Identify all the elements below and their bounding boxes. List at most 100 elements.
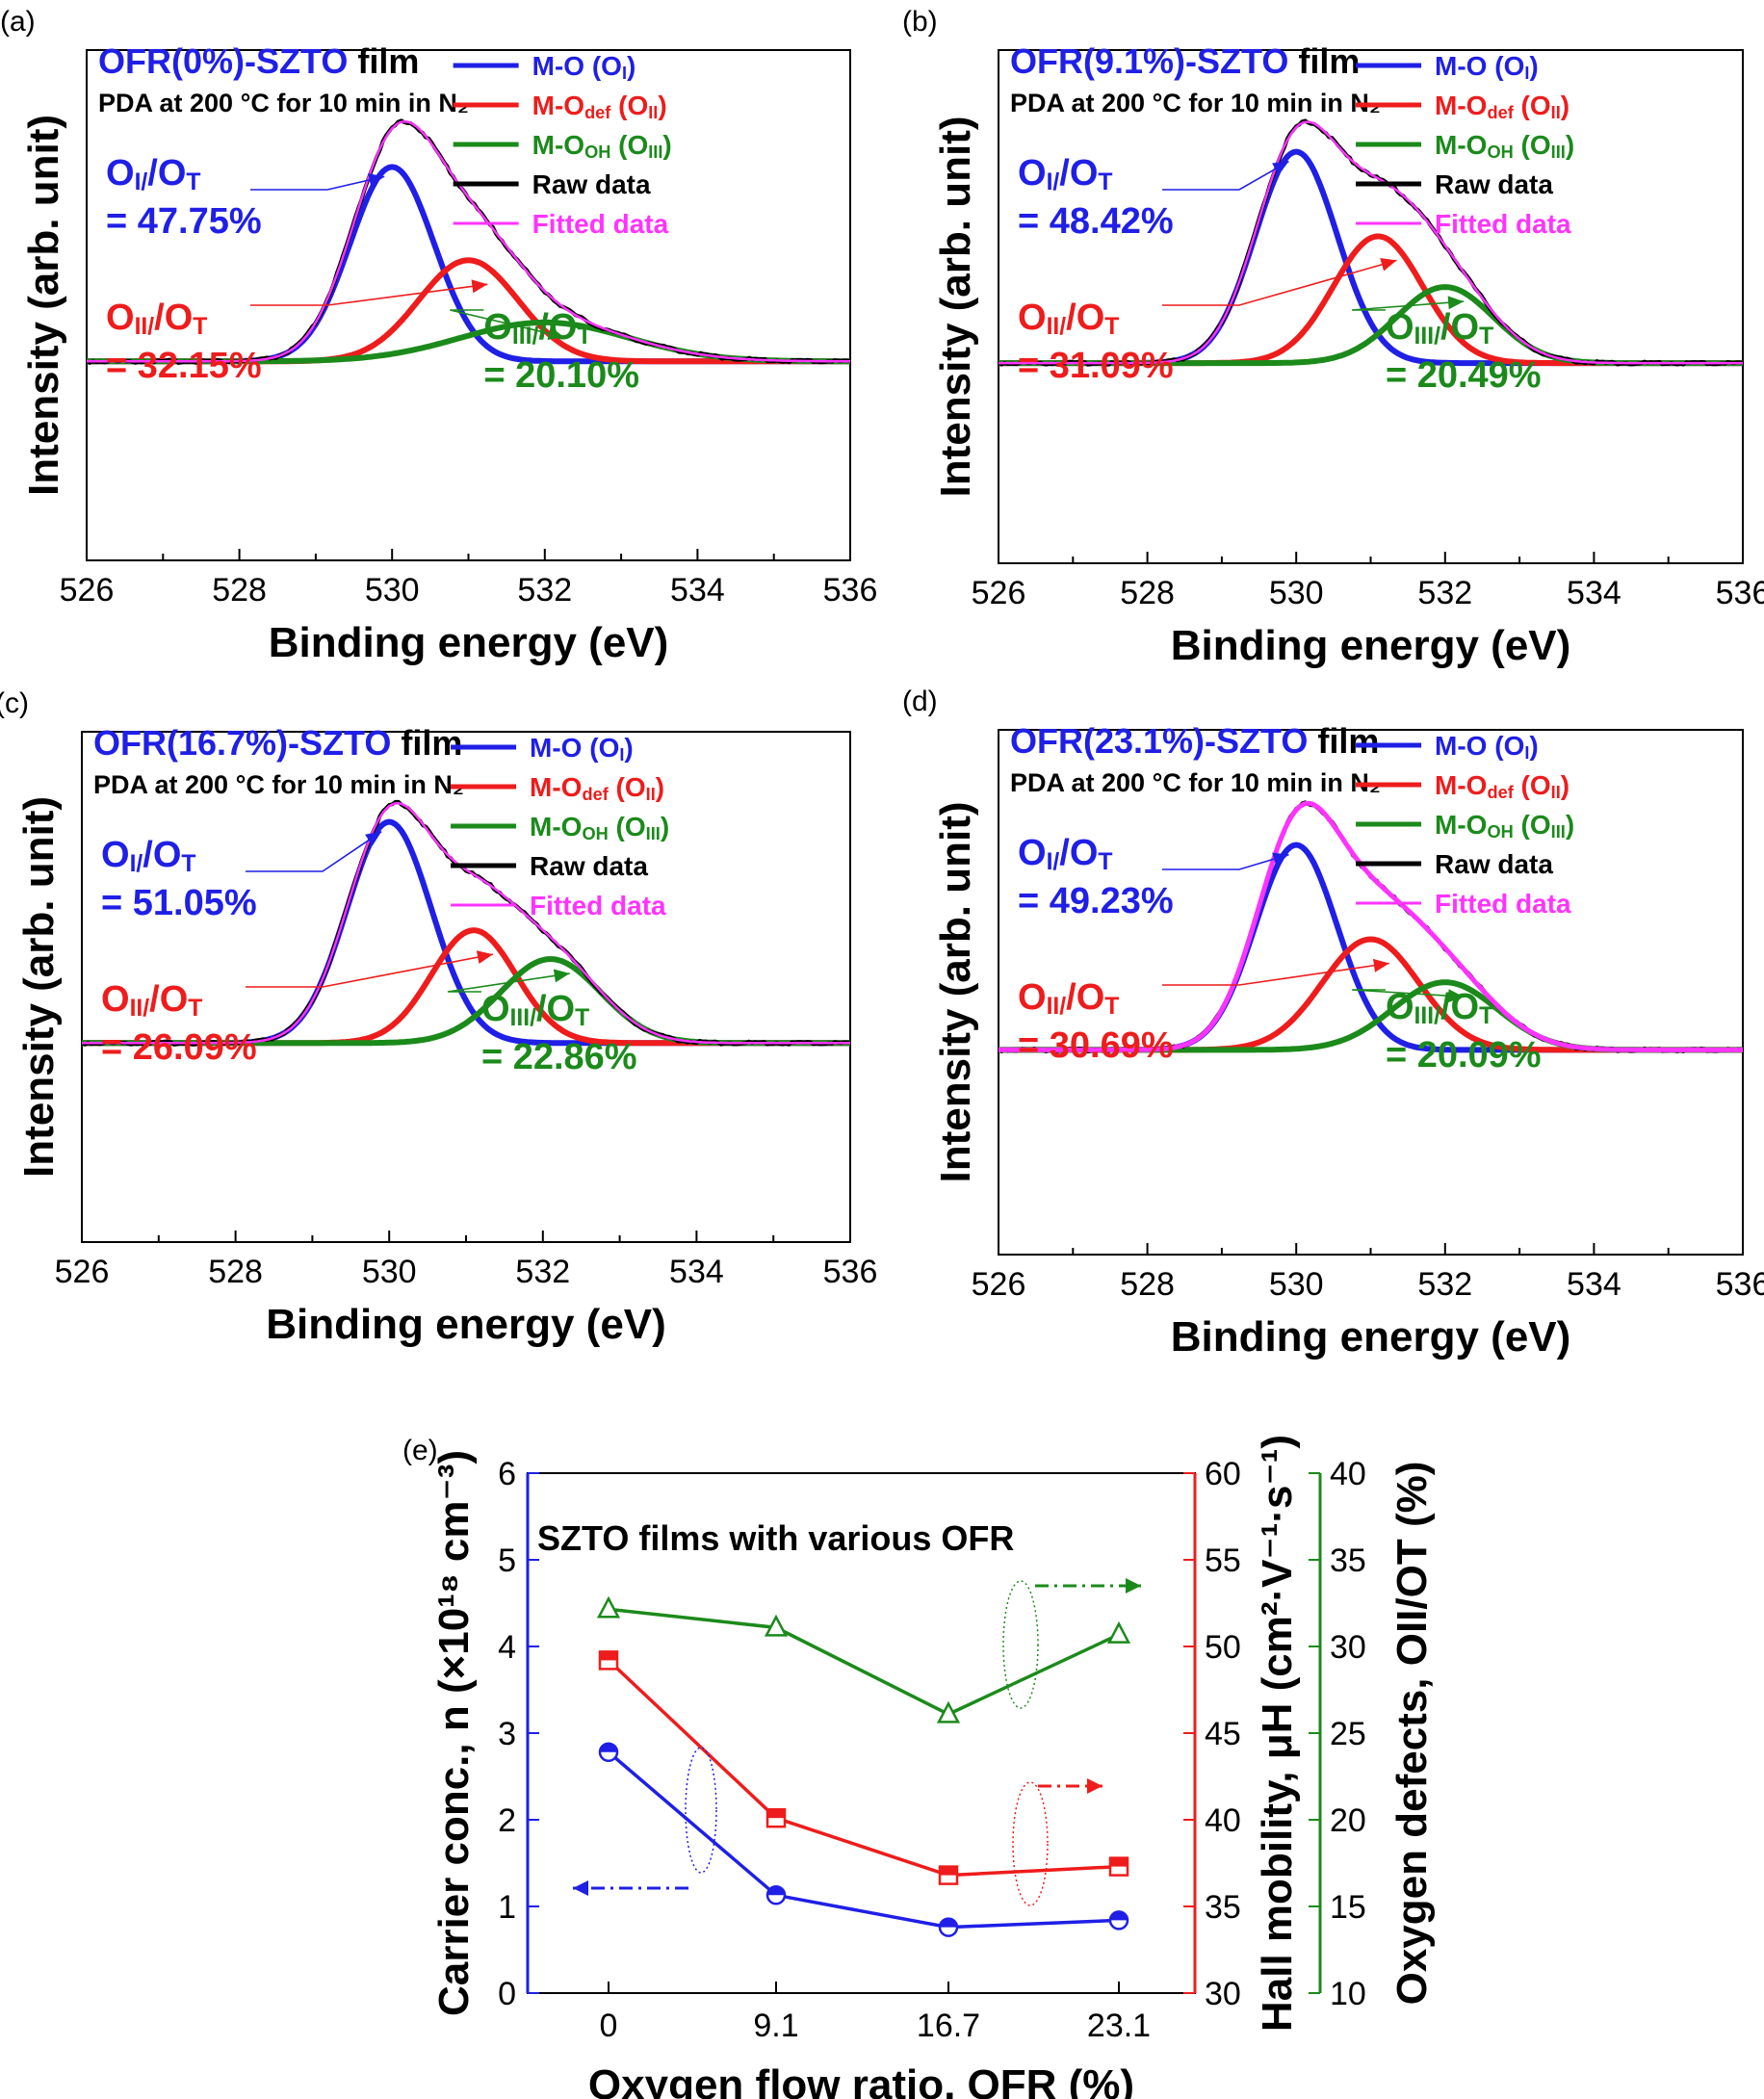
panel-title: OFR(9.1%)-SZTO film: [1010, 41, 1360, 81]
y3-tick-label: 30: [1330, 1629, 1366, 1666]
third-direction-arrow-head: [1126, 1578, 1141, 1594]
y1-tick-label: 2: [498, 1802, 516, 1839]
fitted-data-line: [999, 120, 1743, 365]
y1-tick-label: 3: [498, 1716, 516, 1752]
x-tick-label: 532: [1417, 575, 1472, 611]
x-tick-label: 532: [1417, 1266, 1472, 1303]
data-point-half: [600, 1651, 617, 1661]
annotation-value: = 26.09%: [101, 1027, 257, 1068]
legend-entry: M-Odef (OII): [1435, 91, 1569, 122]
panel-subtitle: PDA at 200 °C for 10 min in N₂: [93, 770, 464, 799]
legend-entry: M-OOH (OIII): [532, 130, 672, 162]
annotation-value: = 22.86%: [481, 1037, 637, 1077]
fitted-data-line: [82, 801, 850, 1045]
legend-entry: Raw data: [532, 169, 651, 199]
y1-axis-label: Carrier conc., n (×10¹⁸ cm⁻³): [430, 1450, 478, 2016]
x-tick-label: 536: [823, 572, 878, 609]
annotation-label: OIII//OT: [1386, 307, 1493, 350]
x-tick-label: 534: [1567, 575, 1621, 611]
legend-entry: M-OOH (OIII): [1435, 130, 1574, 162]
y-axis-label: Intensity (arb. unit): [20, 115, 67, 496]
y3-tick-label: 40: [1330, 1456, 1366, 1492]
panel-title: OFR(16.7%)-SZTO film: [93, 723, 462, 763]
x-tick-label: 530: [365, 572, 420, 609]
y1-tick-label: 0: [498, 1976, 516, 2012]
y-axis-label: Intensity (arb. unit): [932, 117, 979, 498]
legend-entry: M-O (OI): [530, 733, 634, 764]
x-tick-label: 528: [1120, 1266, 1175, 1303]
plot-frame: [81, 731, 851, 1243]
series-line-3: [608, 1607, 1120, 1717]
x-tick-label: 532: [515, 1254, 570, 1290]
y3-tick-label: 20: [1330, 1802, 1366, 1839]
annotation-connector: [250, 283, 488, 306]
annotation-value: = 48.42%: [1018, 201, 1174, 242]
annotation-arrowhead: [553, 969, 570, 983]
data-point-half: [940, 1866, 957, 1876]
data-point-half: [1110, 1911, 1128, 1921]
plot-frame: [998, 49, 1744, 564]
panel-title: SZTO films with various OFR: [537, 1518, 1014, 1558]
x-tick-label: 528: [212, 572, 267, 609]
y2-tick-label: 45: [1205, 1716, 1241, 1752]
annotation-connector: [450, 309, 564, 338]
x-tick-label: 528: [208, 1254, 263, 1290]
x-tick-label: 528: [1120, 575, 1175, 611]
panel-label: (a): [0, 6, 36, 38]
x-tick-label: 536: [823, 1254, 878, 1290]
panel-title: OFR(23.1%)-SZTO film: [1010, 721, 1379, 761]
data-point-half: [1110, 1857, 1128, 1867]
annotation-value: = 51.05%: [101, 883, 257, 923]
panel-subtitle: PDA at 200 °C for 10 min in N₂: [1010, 768, 1381, 797]
legend-entry: M-Odef (OII): [1435, 770, 1569, 802]
x-tick-label: 526: [60, 572, 115, 609]
annotation-label: OII//OT: [1018, 977, 1119, 1020]
x-tick-label: 9.1: [753, 2008, 798, 2044]
xps-panel-0: 526 528 530 532 534 536 Binding energy (eV) Int…: [0, 6, 877, 666]
annotation-connector: [1351, 300, 1465, 311]
annotation-value: = 31.09%: [1018, 346, 1174, 386]
y3-axis-label: Oxygen defects, OII/OT (%): [1388, 1462, 1436, 2006]
fitted-data-line: [87, 119, 850, 363]
annotation-label: OII//OT: [1018, 298, 1119, 340]
data-point: [1106, 1620, 1131, 1644]
component-curve-2: [999, 233, 1743, 367]
annotation-arrowhead: [1447, 989, 1465, 1003]
legend-entry: M-O (OI): [532, 51, 636, 83]
annotation-value: = 20.09%: [1386, 1035, 1542, 1075]
data-point-half: [940, 1918, 957, 1928]
annotation-value: = 30.69%: [1018, 1025, 1174, 1066]
annotation-value: = 47.75%: [106, 201, 262, 242]
red-marker-ellipse: [1012, 1781, 1049, 1906]
x-axis-label: Binding energy (eV): [1171, 1313, 1571, 1360]
annotation-arrowhead: [1272, 161, 1289, 175]
y1-tick-label: 4: [498, 1629, 516, 1666]
annotation-arrowhead: [476, 950, 493, 965]
legend-entry: Raw data: [530, 851, 648, 881]
y2-axis-label: Hall mobility, μH (cm²·V⁻¹·s⁻¹): [1254, 1435, 1301, 2032]
x-tick-label: 530: [362, 1254, 417, 1290]
y-axis-label: Intensity (arb. unit): [15, 796, 63, 1178]
legend-entry: Fitted data: [532, 209, 669, 239]
annotation-label: OIII//OT: [483, 307, 591, 350]
x-tick-label: 16.7: [917, 2008, 980, 2044]
y-axis-label: Intensity (arb. unit): [932, 802, 979, 1183]
y2-tick-label: 50: [1205, 1629, 1241, 1666]
y3-tick-label: 10: [1330, 1976, 1366, 2012]
annotation-connector: [246, 953, 494, 988]
annotation-value: = 32.15%: [106, 346, 262, 386]
legend-entry: M-O (OI): [1435, 51, 1539, 83]
series-line-1: [607, 1750, 1120, 1930]
legend-entry: Raw data: [1435, 169, 1553, 199]
y2-tick-label: 60: [1205, 1456, 1241, 1492]
annotation-arrowhead: [1380, 258, 1397, 272]
data-point: [596, 1595, 621, 1619]
y2-tick-label: 55: [1205, 1542, 1241, 1579]
data-point-half: [600, 1743, 617, 1752]
series-line-2: [607, 1659, 1120, 1878]
x-axis-label: Oxygen flow ratio, OFR (%): [588, 2061, 1134, 2099]
legend-entry: Fitted data: [530, 891, 666, 920]
annotation-connector: [250, 175, 385, 191]
